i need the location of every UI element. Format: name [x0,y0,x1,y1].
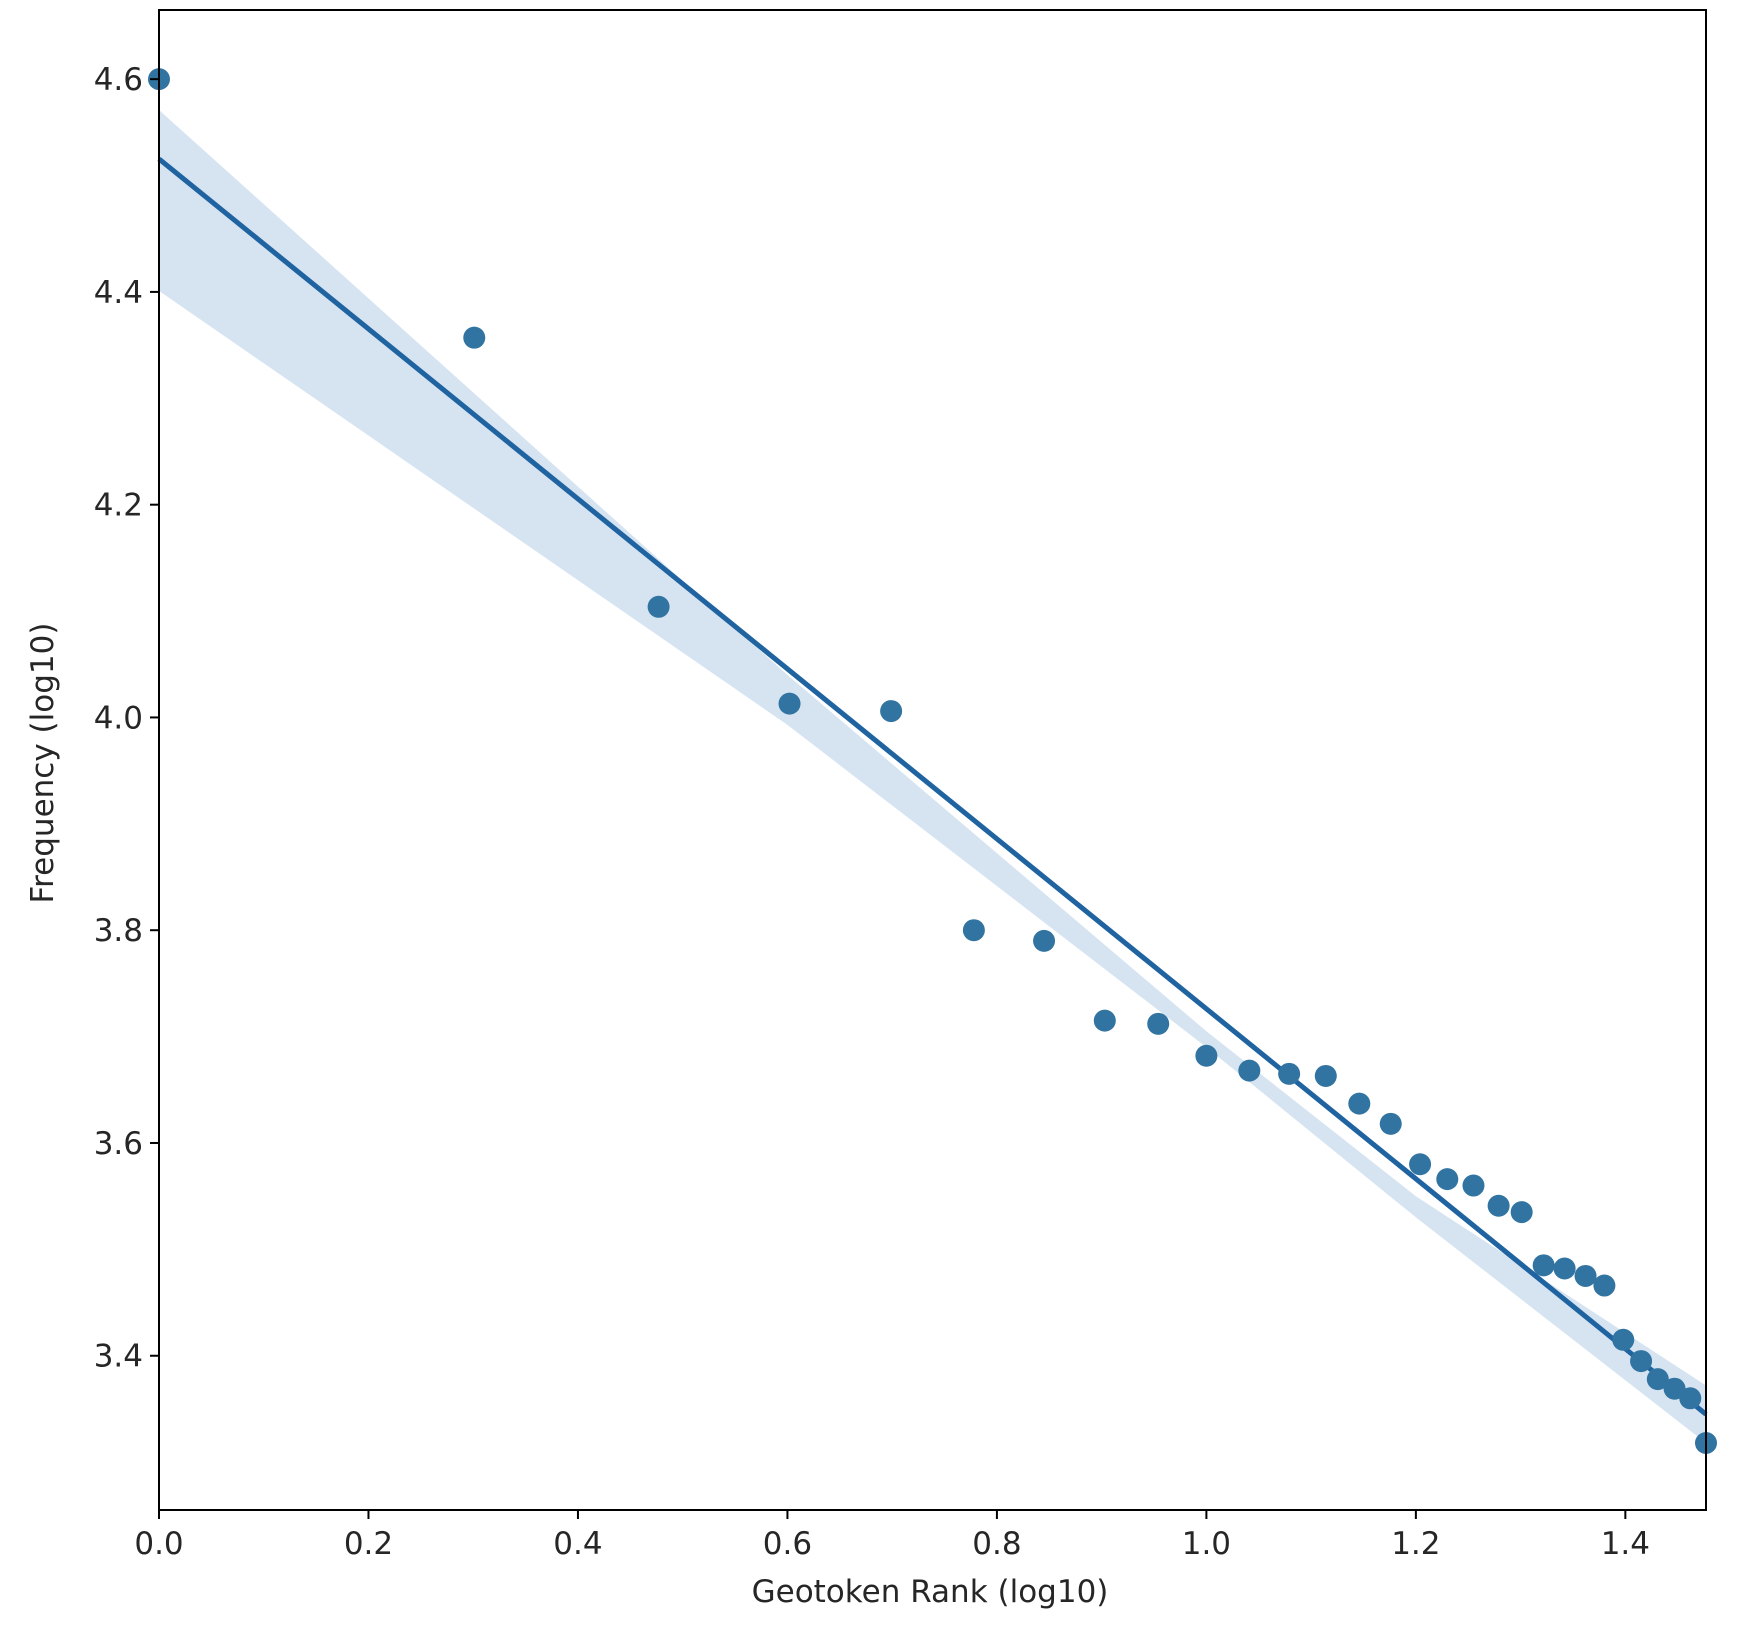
data-point [1532,1254,1555,1277]
data-point [1314,1064,1337,1087]
data-point [1147,1012,1170,1035]
x-tick-label: 1.2 [1391,1526,1440,1562]
regression-line-layer [157,156,1708,1417]
data-point [1646,1368,1669,1391]
data-point [1612,1328,1635,1351]
x-tick-label: 1.0 [1182,1526,1231,1562]
data-point [1679,1387,1702,1410]
confidence-band-layer [159,110,1706,1443]
data-point [1593,1274,1616,1297]
data-point [463,326,486,349]
x-tick-label: 0.6 [763,1526,812,1562]
data-point [962,919,985,942]
data-point [1238,1059,1261,1082]
data-point [1462,1174,1485,1197]
x-tick-label: 0.8 [972,1526,1021,1562]
data-point [647,595,670,618]
data-points-layer [148,68,1717,1454]
y-tick-label: 3.4 [94,1339,143,1375]
y-axis-label: Frequency (log10) [25,623,61,904]
data-point [1348,1092,1371,1115]
data-point [1379,1112,1402,1135]
data-point [1487,1194,1510,1217]
confidence-band [159,110,1706,1443]
data-point [1630,1350,1653,1373]
data-point [1574,1264,1597,1287]
y-tick-label: 4.2 [94,488,143,524]
x-tick-label: 1.4 [1601,1526,1650,1562]
regression-line [157,156,1708,1417]
y-tick-label: 4.6 [94,62,143,98]
data-point [1195,1044,1218,1067]
data-point [1436,1168,1459,1191]
data-point [1093,1009,1116,1032]
y-tick-label: 3.8 [94,913,143,949]
data-point [1510,1201,1533,1224]
ticks-layer: 0.0 0.2 0.4 0.6 0.8 1.0 1.2 1.4 3.4 3.6 3.8 4.0 4.2 4… [94,62,1650,1562]
data-point [1033,929,1056,952]
x-tick-label: 0.2 [344,1526,393,1562]
data-point [778,692,801,715]
data-point [1278,1062,1301,1085]
data-point [1409,1153,1432,1176]
data-point [1553,1257,1576,1280]
data-point [880,700,903,723]
axes-layer [158,9,1707,1511]
y-tick-label: 3.6 [94,1126,143,1162]
x-axis-label: Geotoken Rank (log10) [752,1574,1109,1610]
x-tick-label: 0.0 [134,1526,183,1562]
y-tick-label: 4.4 [94,275,143,311]
y-tick-label: 4.0 [94,700,143,736]
axes-frame [158,9,1707,1511]
x-tick-label: 0.4 [553,1526,602,1562]
